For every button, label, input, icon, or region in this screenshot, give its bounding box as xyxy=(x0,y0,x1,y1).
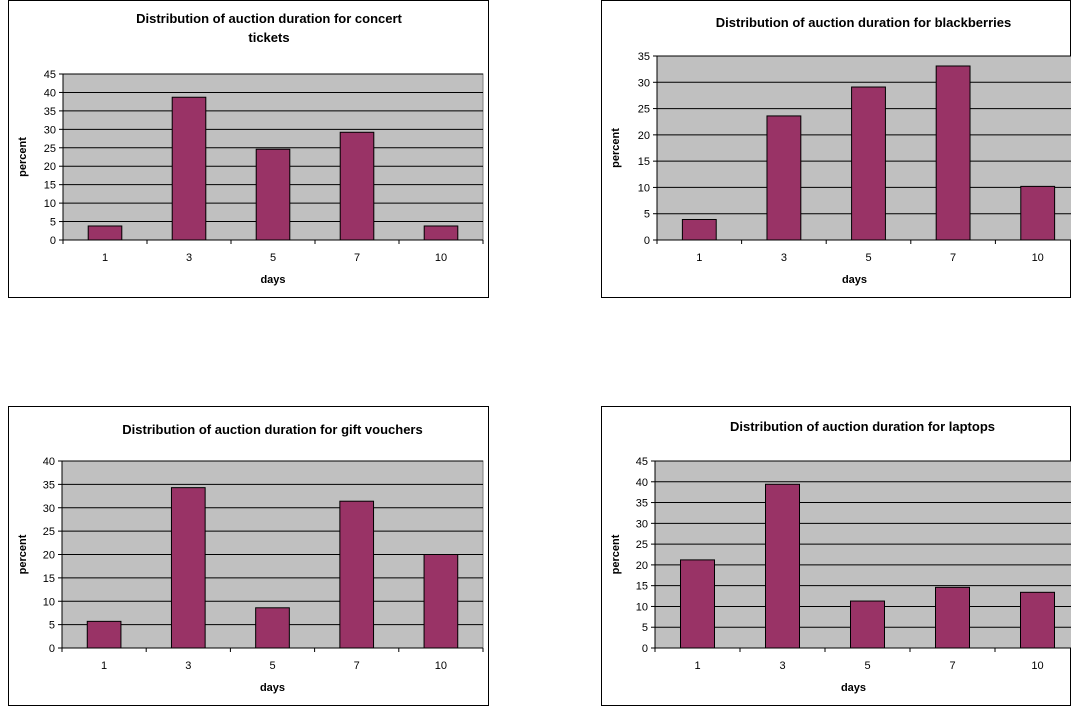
bar-7 xyxy=(935,65,971,241)
y-tick-label: 15 xyxy=(44,180,56,192)
bar-7 xyxy=(339,131,375,241)
y-axis-title: percent xyxy=(610,128,622,168)
chart-svg: Distribution of auction duration for gif… xyxy=(17,422,484,694)
y-tick-label: 25 xyxy=(44,143,56,155)
chart-svg: Distribution of auction duration for lap… xyxy=(610,419,1071,694)
y-tick-label: 45 xyxy=(44,69,56,81)
y-tick-label: 45 xyxy=(636,456,648,468)
y-tick-label: 30 xyxy=(638,77,650,89)
y-axis-title: percent xyxy=(610,534,622,574)
chart-title: tickets xyxy=(248,30,289,45)
y-tick-label: 15 xyxy=(43,573,55,585)
y-tick-label: 10 xyxy=(44,198,56,210)
x-tick-label: 10 xyxy=(435,660,447,672)
x-axis-title: days xyxy=(842,274,867,286)
y-tick-label: 10 xyxy=(636,601,648,613)
x-tick-label: 5 xyxy=(864,660,870,672)
y-tick-label: 5 xyxy=(642,622,648,634)
x-tick-label: 10 xyxy=(435,252,447,264)
bar-3 xyxy=(171,96,207,241)
bar-3 xyxy=(765,483,800,649)
x-tick-label: 5 xyxy=(269,660,275,672)
chart-svg: Distribution of auction duration for bla… xyxy=(610,15,1071,286)
chart-title: Distribution of auction duration for lap… xyxy=(730,419,995,434)
bar-1 xyxy=(86,620,122,649)
y-tick-label: 30 xyxy=(44,124,56,136)
x-tick-label: 10 xyxy=(1032,252,1044,264)
bar-7 xyxy=(339,500,375,649)
y-tick-label: 25 xyxy=(636,539,648,551)
y-axis-title: percent xyxy=(17,534,29,574)
chart-title: Distribution of auction duration for con… xyxy=(136,11,402,26)
bar-5 xyxy=(255,607,290,649)
y-axis-title: percent xyxy=(17,137,29,177)
y-tick-label: 40 xyxy=(43,456,55,468)
y-tick-label: 35 xyxy=(636,498,648,510)
x-tick-label: 10 xyxy=(1031,660,1043,672)
chart-svg: Distribution of auction duration for con… xyxy=(17,11,484,286)
bar-10 xyxy=(1020,591,1055,649)
x-tick-label: 5 xyxy=(865,252,871,264)
bar-3 xyxy=(170,487,206,649)
y-tick-label: 35 xyxy=(638,51,650,63)
y-tick-label: 15 xyxy=(636,581,648,593)
y-tick-label: 40 xyxy=(44,87,56,99)
x-tick-label: 3 xyxy=(185,660,191,672)
bar-10 xyxy=(423,225,459,241)
y-tick-label: 5 xyxy=(49,620,55,632)
y-tick-label: 0 xyxy=(642,643,648,655)
y-tick-label: 5 xyxy=(644,209,650,221)
chart-panel-gift-vouchers: Distribution of auction duration for gif… xyxy=(8,406,489,706)
y-tick-label: 20 xyxy=(44,161,56,173)
x-tick-label: 3 xyxy=(779,660,785,672)
y-tick-label: 20 xyxy=(43,550,55,562)
y-tick-label: 30 xyxy=(43,503,55,515)
y-tick-label: 25 xyxy=(638,104,650,116)
chart-panel-laptops: Distribution of auction duration for lap… xyxy=(601,406,1071,706)
chart-panel-blackberries: Distribution of auction duration for bla… xyxy=(601,0,1071,298)
chart-title: Distribution of auction duration for gif… xyxy=(122,422,422,437)
x-axis-title: days xyxy=(841,682,866,694)
y-tick-label: 40 xyxy=(636,477,648,489)
bar-5 xyxy=(851,86,886,241)
y-tick-label: 10 xyxy=(638,182,650,194)
y-tick-label: 30 xyxy=(636,518,648,530)
bar-5 xyxy=(850,600,885,649)
x-tick-label: 3 xyxy=(186,252,192,264)
x-tick-label: 3 xyxy=(781,252,787,264)
chart-title: Distribution of auction duration for bla… xyxy=(716,15,1011,30)
x-tick-label: 1 xyxy=(696,252,702,264)
y-tick-label: 35 xyxy=(44,106,56,118)
bar-1 xyxy=(680,559,715,649)
y-tick-label: 35 xyxy=(43,479,55,491)
x-tick-label: 1 xyxy=(694,660,700,672)
bar-3 xyxy=(766,115,802,241)
y-tick-label: 10 xyxy=(43,596,55,608)
chart-panel-concert-tickets: Distribution of auction duration for con… xyxy=(8,0,489,298)
x-tick-label: 1 xyxy=(101,660,107,672)
x-tick-label: 7 xyxy=(950,252,956,264)
bar-1 xyxy=(681,218,717,241)
x-tick-label: 1 xyxy=(102,252,108,264)
bar-10 xyxy=(423,554,459,649)
y-tick-label: 0 xyxy=(49,643,55,655)
y-tick-label: 0 xyxy=(50,235,56,247)
x-tick-label: 7 xyxy=(949,660,955,672)
bar-5 xyxy=(255,148,291,241)
y-tick-label: 25 xyxy=(43,526,55,538)
x-axis-title: days xyxy=(260,682,285,694)
x-axis-title: days xyxy=(260,274,285,286)
y-tick-label: 15 xyxy=(638,156,650,168)
x-tick-label: 7 xyxy=(354,252,360,264)
y-tick-label: 5 xyxy=(50,217,56,229)
bar-10 xyxy=(1020,185,1056,241)
y-tick-label: 20 xyxy=(638,130,650,142)
y-tick-label: 0 xyxy=(644,235,650,247)
x-tick-label: 7 xyxy=(354,660,360,672)
x-tick-label: 5 xyxy=(270,252,276,264)
bar-7 xyxy=(935,586,970,649)
y-tick-label: 20 xyxy=(636,560,648,572)
bar-1 xyxy=(87,225,123,241)
